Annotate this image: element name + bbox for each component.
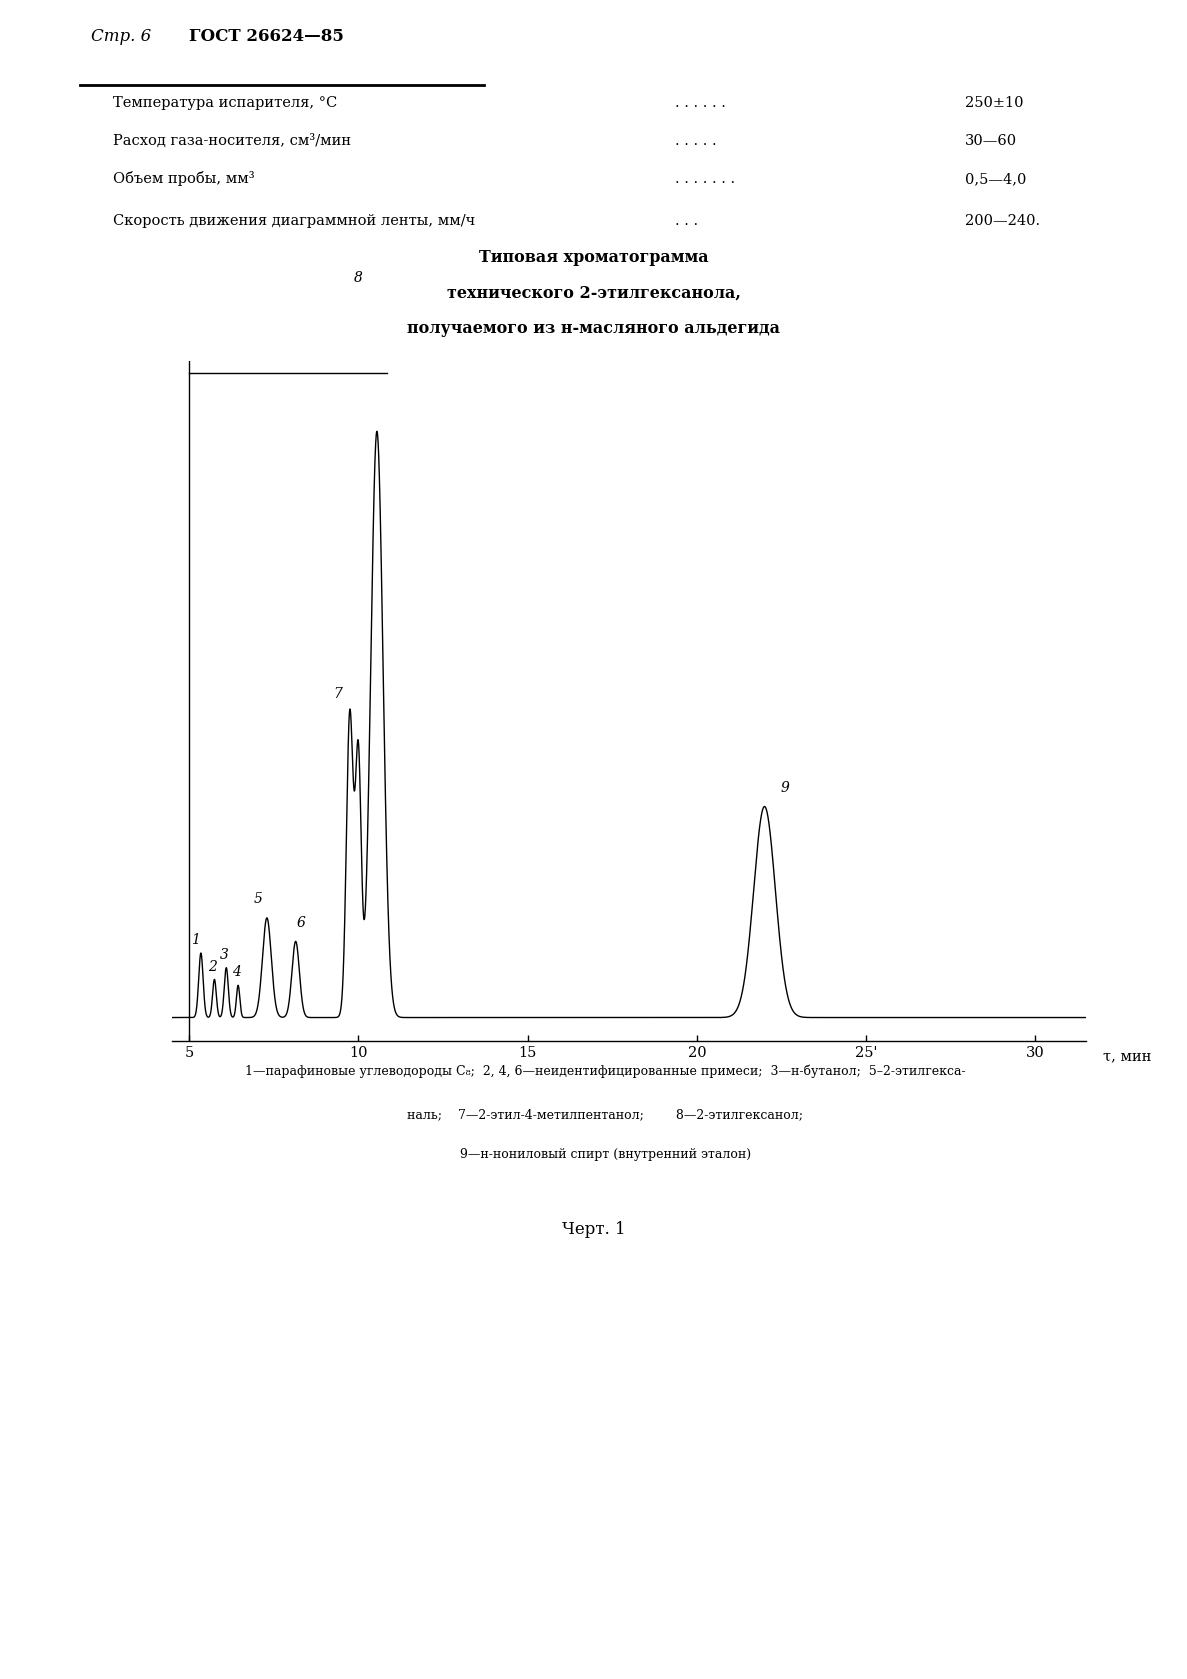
Text: 3: 3 [220, 949, 229, 962]
Text: 200—240.: 200—240. [965, 215, 1040, 228]
Text: Скорость движения диаграммной ленты, мм/ч: Скорость движения диаграммной ленты, мм/… [113, 215, 475, 228]
Text: 1: 1 [191, 934, 201, 947]
Text: . . . . . . .: . . . . . . . [675, 171, 736, 186]
Text: . . .: . . . [675, 215, 698, 228]
Text: Объем пробы, мм³: Объем пробы, мм³ [113, 171, 255, 186]
Text: наль;    7—2-этил-4-метилпентанол;        8—2-этилгексанол;: наль; 7—2-этил-4-метилпентанол; 8—2-этил… [407, 1108, 804, 1122]
Text: 30—60: 30—60 [965, 134, 1017, 148]
Text: Черт. 1: Черт. 1 [561, 1221, 626, 1239]
Text: . . . . . .: . . . . . . [675, 96, 726, 111]
Text: 4: 4 [231, 965, 241, 979]
Text: Расход газа-носителя, см³/мин: Расход газа-носителя, см³/мин [113, 134, 351, 148]
Text: Температура испарителя, °C: Температура испарителя, °C [113, 96, 337, 111]
Text: 9—н-нониловый спирт (внутренний эталон): 9—н-нониловый спирт (внутренний эталон) [459, 1148, 751, 1162]
Text: . . . . .: . . . . . [675, 134, 717, 148]
Text: 0,5—4,0: 0,5—4,0 [965, 171, 1027, 186]
Text: 250±10: 250±10 [965, 96, 1023, 111]
Text: τ, мин: τ, мин [1103, 1049, 1151, 1064]
Text: технического 2-этилгексанола,: технического 2-этилгексанола, [446, 285, 741, 302]
Text: Стр. 6: Стр. 6 [91, 29, 152, 45]
Text: Типовая хроматограмма: Типовая хроматограмма [478, 248, 709, 265]
Text: получаемого из н-масляного альдегида: получаемого из н-масляного альдегида [407, 319, 780, 337]
Text: 7: 7 [334, 687, 342, 700]
Text: 8: 8 [354, 270, 363, 285]
Text: 6: 6 [297, 915, 305, 930]
Text: 5: 5 [254, 892, 262, 907]
Text: 1—парафиновые углеводороды С₈;  2, 4, 6—неидентифицированные примеси;  3—н-бутан: 1—парафиновые углеводороды С₈; 2, 4, 6—н… [245, 1064, 966, 1078]
Text: 2: 2 [208, 960, 217, 974]
Text: 9: 9 [780, 781, 789, 794]
Text: ГОСТ 26624—85: ГОСТ 26624—85 [190, 29, 344, 45]
